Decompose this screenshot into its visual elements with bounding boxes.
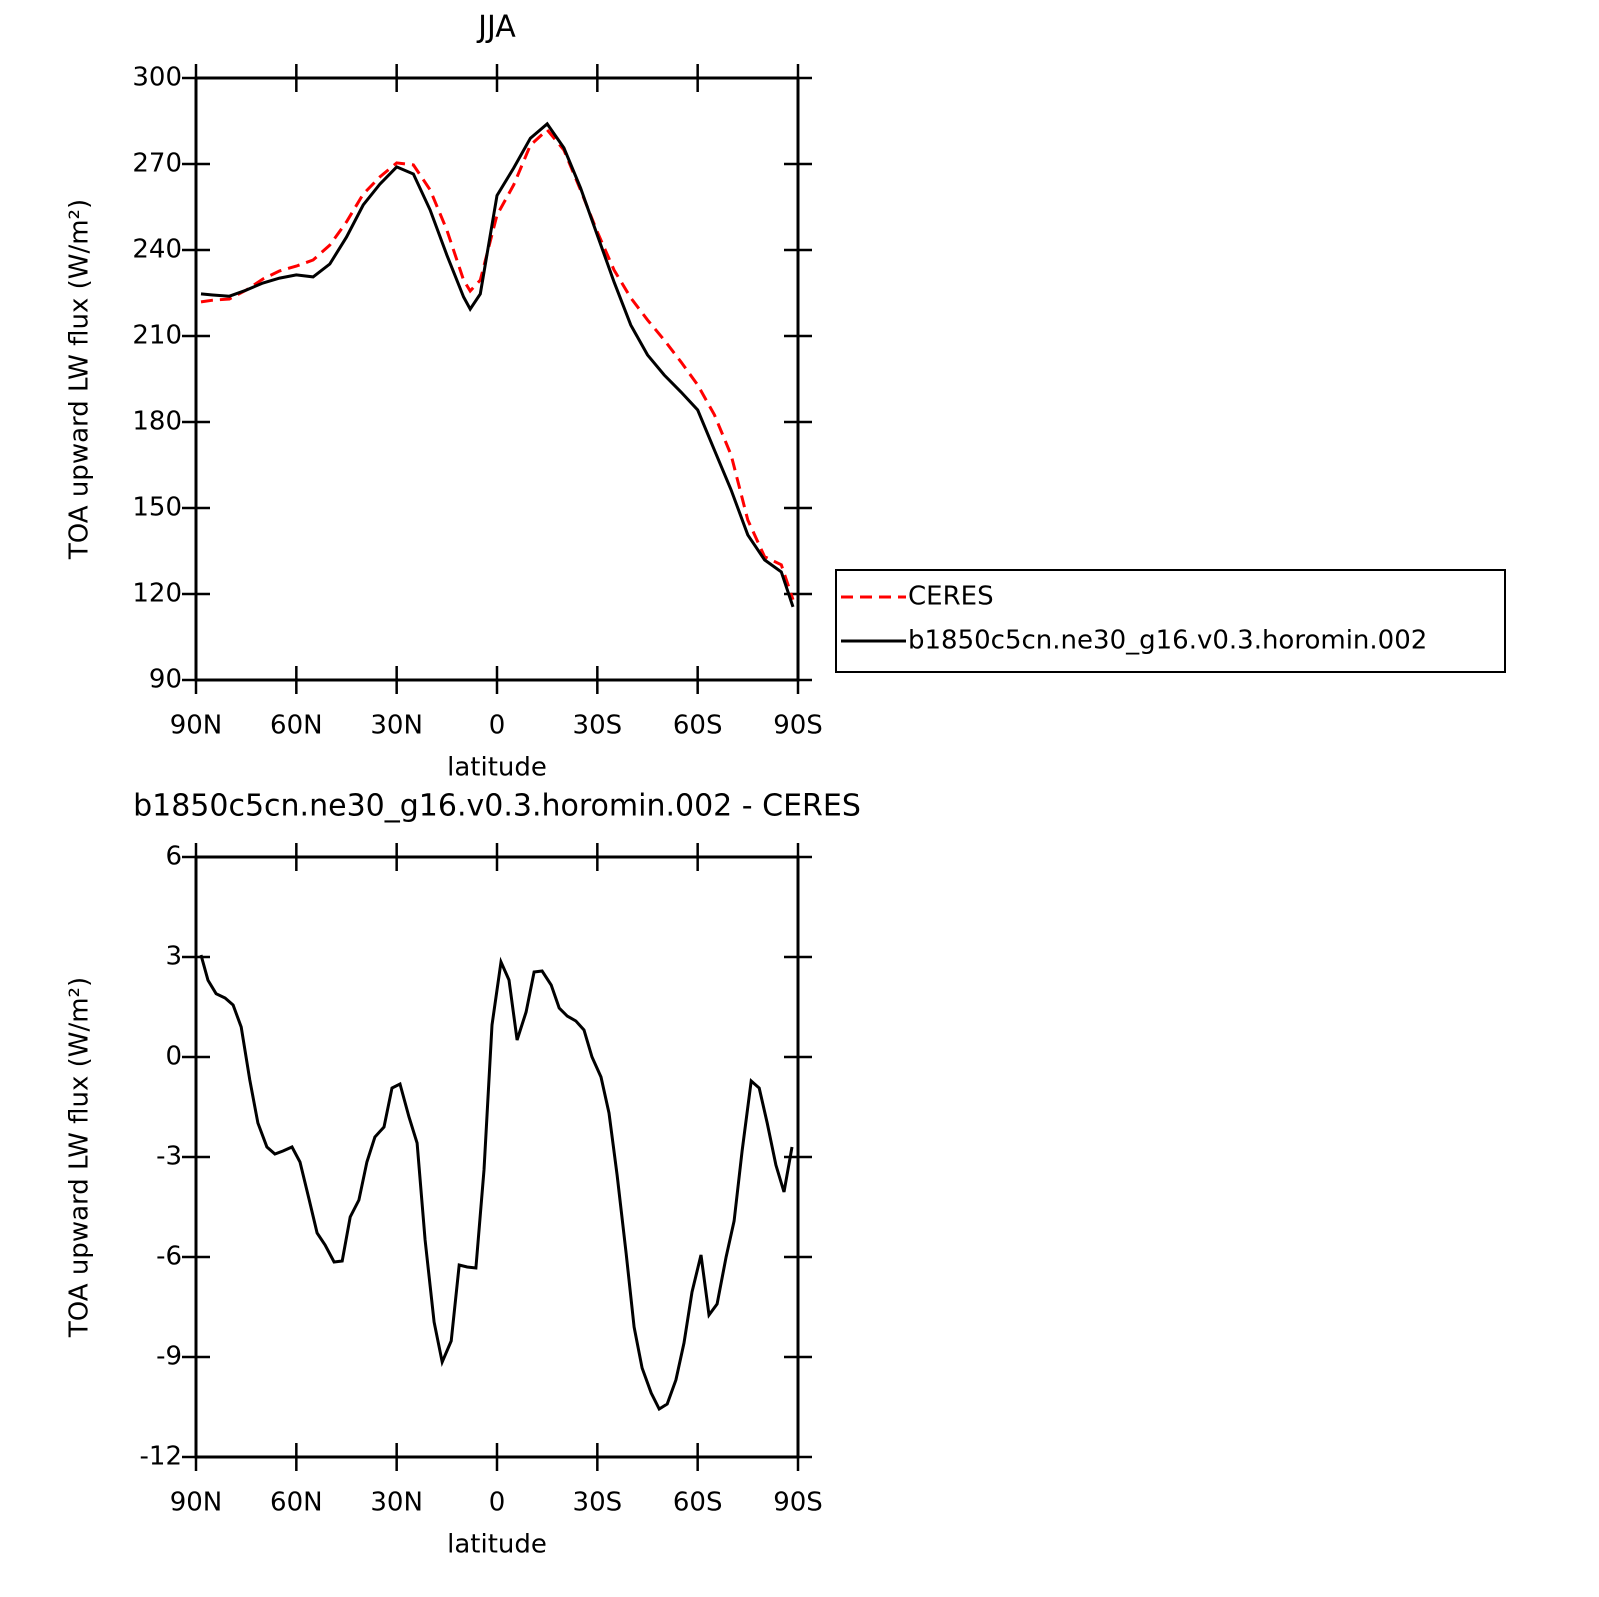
- y-tick-label: -9: [156, 1342, 182, 1372]
- y-tick-label: 6: [165, 842, 182, 872]
- x-axis-label: latitude: [447, 1530, 547, 1560]
- data-line: [200, 121, 795, 608]
- x-tick-label: 0: [489, 711, 506, 741]
- x-tick-label: 30S: [573, 711, 623, 741]
- y-tick-label: -3: [156, 1142, 182, 1172]
- y-tick-label: -6: [156, 1242, 182, 1272]
- y-tick-label: 300: [132, 63, 182, 93]
- x-tick-label: 90N: [170, 711, 223, 741]
- y-axis-label: TOA upward LW flux (W/m²): [65, 199, 95, 560]
- data-line: [200, 127, 795, 601]
- y-tick-label: 120: [132, 579, 182, 609]
- x-tick-label: 30N: [370, 1488, 423, 1518]
- x-tick-label: 0: [489, 1488, 506, 1518]
- chart-title: b1850c5cn.ne30_g16.v0.3.horomin.002 - CE…: [133, 789, 861, 824]
- y-axis-label: TOA upward LW flux (W/m²): [65, 977, 95, 1338]
- x-tick-label: 90S: [773, 711, 823, 741]
- chart-title: JJA: [476, 10, 516, 45]
- x-axis-label: latitude: [447, 753, 547, 783]
- y-tick-label: 90: [149, 665, 182, 695]
- x-tick-label: 90S: [773, 1488, 823, 1518]
- y-tick-label: -12: [140, 1442, 182, 1472]
- y-tick-label: 150: [132, 493, 182, 523]
- data-line: [199, 954, 794, 1412]
- y-tick-label: 210: [132, 321, 182, 351]
- y-tick-label: 3: [165, 942, 182, 972]
- x-tick-label: 60N: [270, 1488, 323, 1518]
- y-tick-label: 180: [132, 407, 182, 437]
- legend-label: CERES: [908, 582, 994, 612]
- x-tick-label: 60S: [673, 1488, 723, 1518]
- plot-frame: [194, 855, 800, 1459]
- legend-box: [835, 569, 1506, 673]
- legend-label: b1850c5cn.ne30_g16.v0.3.horomin.002: [908, 626, 1427, 656]
- y-tick-label: 240: [132, 235, 182, 265]
- x-tick-label: 90N: [170, 1488, 223, 1518]
- x-tick-label: 30N: [370, 711, 423, 741]
- x-tick-label: 30S: [573, 1488, 623, 1518]
- plot-frame: [194, 76, 800, 682]
- y-tick-label: 270: [132, 149, 182, 179]
- x-tick-label: 60N: [270, 711, 323, 741]
- y-tick-label: 0: [165, 1042, 182, 1072]
- x-tick-label: 60S: [673, 711, 723, 741]
